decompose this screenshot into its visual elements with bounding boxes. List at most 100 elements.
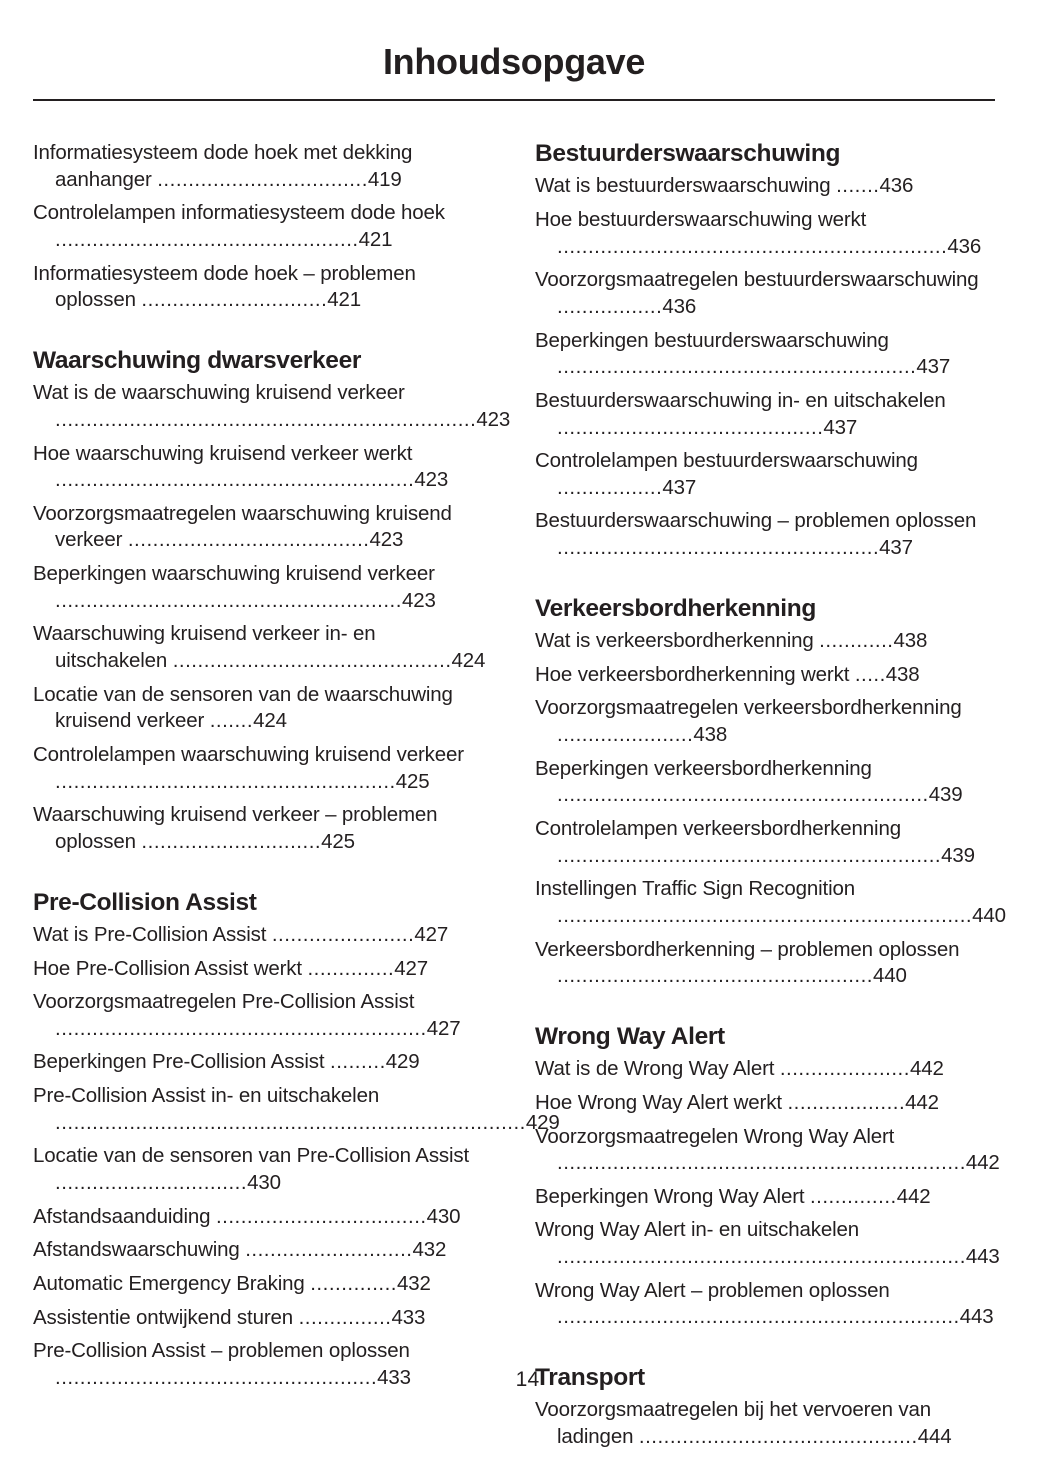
toc-entry[interactable]: Waarschuwing kruisend verkeer – probleme… <box>33 802 493 855</box>
toc-entry[interactable]: Wat is de Wrong Way Alert ..............… <box>535 1056 995 1083</box>
toc-entry[interactable]: Voorzorgsmaatregelen verkeersbordherkenn… <box>535 695 995 748</box>
header-divider <box>33 99 995 101</box>
toc-entry-page: 423 <box>369 528 404 552</box>
toc-entry-leader: ................. <box>557 475 663 499</box>
toc-entry-title: Voorzorgsmaatregelen waarschuwing kruise… <box>33 501 452 552</box>
toc-entry[interactable]: Informatiesysteem dode hoek – problemen … <box>33 261 493 314</box>
toc-entry-page: 440 <box>972 903 1006 927</box>
toc-entry[interactable]: Waarschuwing kruisend verkeer in- en uit… <box>33 621 493 674</box>
toc-entry[interactable]: Afstandsaanduiding .....................… <box>33 1204 493 1231</box>
toc-entry-leader: ............................... <box>55 1171 248 1195</box>
toc-entry[interactable]: Beperkingen waarschuwing kruisend verkee… <box>33 561 493 614</box>
toc-entry[interactable]: Informatiesysteem dode hoek met dekking … <box>33 140 493 193</box>
toc-entry-title: Verkeersbordherkenning – problemen oplos… <box>535 937 960 961</box>
toc-entry-leader: ........................................… <box>55 1365 378 1389</box>
toc-entry-leader: ........................................… <box>55 769 396 793</box>
toc-entry-page: 439 <box>928 783 963 807</box>
toc-entry-leader: .............. <box>809 1184 897 1208</box>
toc-entry[interactable]: Hoe bestuurderswaarschuwing werkt ......… <box>535 207 995 260</box>
toc-section-heading: Bestuurderswaarschuwing <box>535 140 841 167</box>
toc-entry[interactable]: Voorzorgsmaatregelen waarschuwing kruise… <box>33 501 493 554</box>
toc-entry-title: Automatic Emergency Braking <box>33 1271 305 1295</box>
toc-entry-title: Wat is de Wrong Way Alert <box>535 1057 775 1081</box>
toc-entry[interactable]: Beperkingen Pre-Collision Assist .......… <box>33 1049 493 1076</box>
toc-section: Waarschuwing dwarsverkeer Wat is de waars… <box>33 321 510 856</box>
toc-entry-title: Wat is verkeersbordherkenning <box>535 629 814 653</box>
toc-entry-leader: ........................................… <box>557 1151 966 1175</box>
toc-entry-leader: ........................................… <box>557 843 942 867</box>
toc-entry[interactable]: Controlelampen verkeersbordherkenning ..… <box>535 816 995 869</box>
toc-entry[interactable]: Pre-Collision Assist – problemen oplosse… <box>33 1338 493 1391</box>
toc-entry-list: Wat is verkeersbordherkenning ..........… <box>535 628 1006 990</box>
toc-entry-leader: ........................................… <box>55 407 477 431</box>
toc-entry-page: 423 <box>401 588 436 612</box>
toc-entry[interactable]: Hoe Wrong Way Alert werkt ..............… <box>535 1090 995 1117</box>
toc-entry-title: Controlelampen verkeersbordherkenning <box>535 816 901 840</box>
toc-entry-leader: .............. <box>307 956 395 980</box>
toc-entry[interactable]: Locatie van de sensoren van Pre-Collisio… <box>33 1143 493 1196</box>
toc-section-heading: Wrong Way Alert <box>535 1022 725 1050</box>
toc-entry[interactable]: Voorzorgsmaatregelen bestuurderswaarschu… <box>535 267 995 320</box>
toc-entry-page: 444 <box>917 1425 952 1449</box>
toc-entry[interactable]: Voorzorgsmaatregelen bij het vervoeren v… <box>535 1397 995 1450</box>
toc-entry[interactable]: Controlelampen waarschuwing kruisend ver… <box>33 742 493 795</box>
toc-entry-title: Controlelampen bestuurderswaarschuwing <box>535 449 918 473</box>
toc-entry[interactable]: Beperkingen Wrong Way Alert ............… <box>535 1184 995 1211</box>
toc-entry-title: Waarschuwing kruisend verkeer – probleme… <box>33 803 438 853</box>
toc-entry[interactable]: Instellingen Traffic Sign Recognition ..… <box>535 876 1006 929</box>
toc-entry[interactable]: Locatie van de sensoren van de waarschuw… <box>33 682 493 735</box>
toc-entry-title: Locatie van de sensoren van de waarschuw… <box>33 682 453 733</box>
toc-entry-title: Beperkingen verkeersbordherkenning <box>535 756 872 780</box>
toc-entry-title: Beperkingen Wrong Way Alert <box>535 1184 805 1208</box>
toc-entry-leader: ........................................… <box>557 964 873 988</box>
toc-entry[interactable]: Wrong Way Alert – problemen oplossen ...… <box>535 1278 995 1331</box>
toc-entry[interactable]: Controlelampen bestuurderswaarschuwing .… <box>535 448 995 501</box>
toc-entry-leader: ........................................… <box>557 903 973 927</box>
toc-entry-leader: ........................................… <box>557 355 917 379</box>
toc-entry-title: Waarschuwing kruisend verkeer in- en uit… <box>33 622 376 673</box>
toc-entry-title: Pre-Collision Assist – problemen oplosse… <box>33 1339 410 1363</box>
toc-entry-title: Hoe verkeersbordherkenning werkt <box>535 662 850 686</box>
toc-entry-leader: ......... <box>330 1050 386 1074</box>
toc-entry[interactable]: Verkeersbordherkenning – problemen oplos… <box>535 937 995 990</box>
toc-entry-leader: ..... <box>854 662 886 686</box>
toc-entry-page: 437 <box>916 355 951 379</box>
toc-entry[interactable]: Wat is de waarschuwing kruisend verkeer … <box>33 380 510 433</box>
toc-entry[interactable]: Beperkingen verkeersbordherkenning .....… <box>535 756 995 809</box>
toc-entry[interactable]: Controlelampen informatiesysteem dode ho… <box>33 200 493 253</box>
toc-entry-page: 430 <box>426 1204 461 1228</box>
toc-entry[interactable]: Beperkingen bestuurderswaarschuwing ....… <box>535 328 995 381</box>
toc-entry[interactable]: Hoe waarschuwing kruisend verkeer werkt … <box>33 441 493 494</box>
toc-entry-title: Wrong Way Alert in- en uitschakelen <box>535 1218 860 1242</box>
toc-entry[interactable]: Hoe Pre-Collision Assist werkt .........… <box>33 956 493 983</box>
toc-entry[interactable]: Bestuurderswaarschuwing – problemen oplo… <box>535 508 995 561</box>
toc-entry[interactable]: Wat is verkeersbordherkenning ..........… <box>535 628 995 655</box>
toc-section: Bestuurderswaarschuwing Wat is bestuurder… <box>535 140 995 562</box>
toc-entry[interactable]: Voorzorgsmaatregelen Pre-Collision Assis… <box>33 989 493 1042</box>
toc-entry-title: Afstandsaanduiding <box>33 1204 211 1228</box>
toc-entry-page: 439 <box>941 843 975 867</box>
toc-entry-title: Wat is de waarschuwing kruisend verkeer <box>33 381 405 405</box>
toc-entry-leader: .............................. <box>141 288 328 312</box>
toc-entry[interactable]: Voorzorgsmaatregelen Wrong Way Alert ...… <box>535 1124 1000 1177</box>
toc-entry-leader: ....... <box>836 174 880 198</box>
toc-entry-title: Wat is Pre-Collision Assist <box>33 922 267 946</box>
toc-entry[interactable]: Assistentie ontwijkend sturen ..........… <box>33 1305 493 1332</box>
toc-entry-leader: ...................... <box>557 723 694 747</box>
toc-entry[interactable]: Automatic Emergency Braking ............… <box>33 1271 493 1298</box>
toc-entry[interactable]: Bestuurderswaarschuwing in- en uitschake… <box>535 388 995 441</box>
toc-entry[interactable]: Wat is Pre-Collision Assist ............… <box>33 922 493 949</box>
toc-entry-page: 421 <box>358 227 393 251</box>
toc-entry-list: Voorzorgsmaatregelen bij het vervoeren v… <box>535 1397 995 1450</box>
toc-entry-title: Controlelampen waarschuwing kruisend ver… <box>33 742 464 766</box>
toc-entry[interactable]: Wrong Way Alert in- en uitschakelen ....… <box>535 1217 1000 1270</box>
toc-entry-leader: ..................... <box>779 1057 910 1081</box>
toc-entry-leader: .................................. <box>157 167 368 191</box>
toc-entry[interactable]: Afstandswaarschuwing ...................… <box>33 1237 493 1264</box>
toc-entry-title: Instellingen Traffic Sign Recognition <box>535 877 855 901</box>
toc-entry[interactable]: Wat is bestuurderswaarschuwing .......43… <box>535 173 995 200</box>
toc-entry[interactable]: Pre-Collision Assist in- en uitschakelen… <box>33 1083 560 1136</box>
toc-entry-title: Bestuurderswaarschuwing – problemen oplo… <box>535 509 977 533</box>
toc-entry[interactable]: Hoe verkeersbordherkenning werkt .....43… <box>535 662 995 689</box>
toc-entry-title: Voorzorgsmaatregelen Pre-Collision Assis… <box>33 990 415 1014</box>
